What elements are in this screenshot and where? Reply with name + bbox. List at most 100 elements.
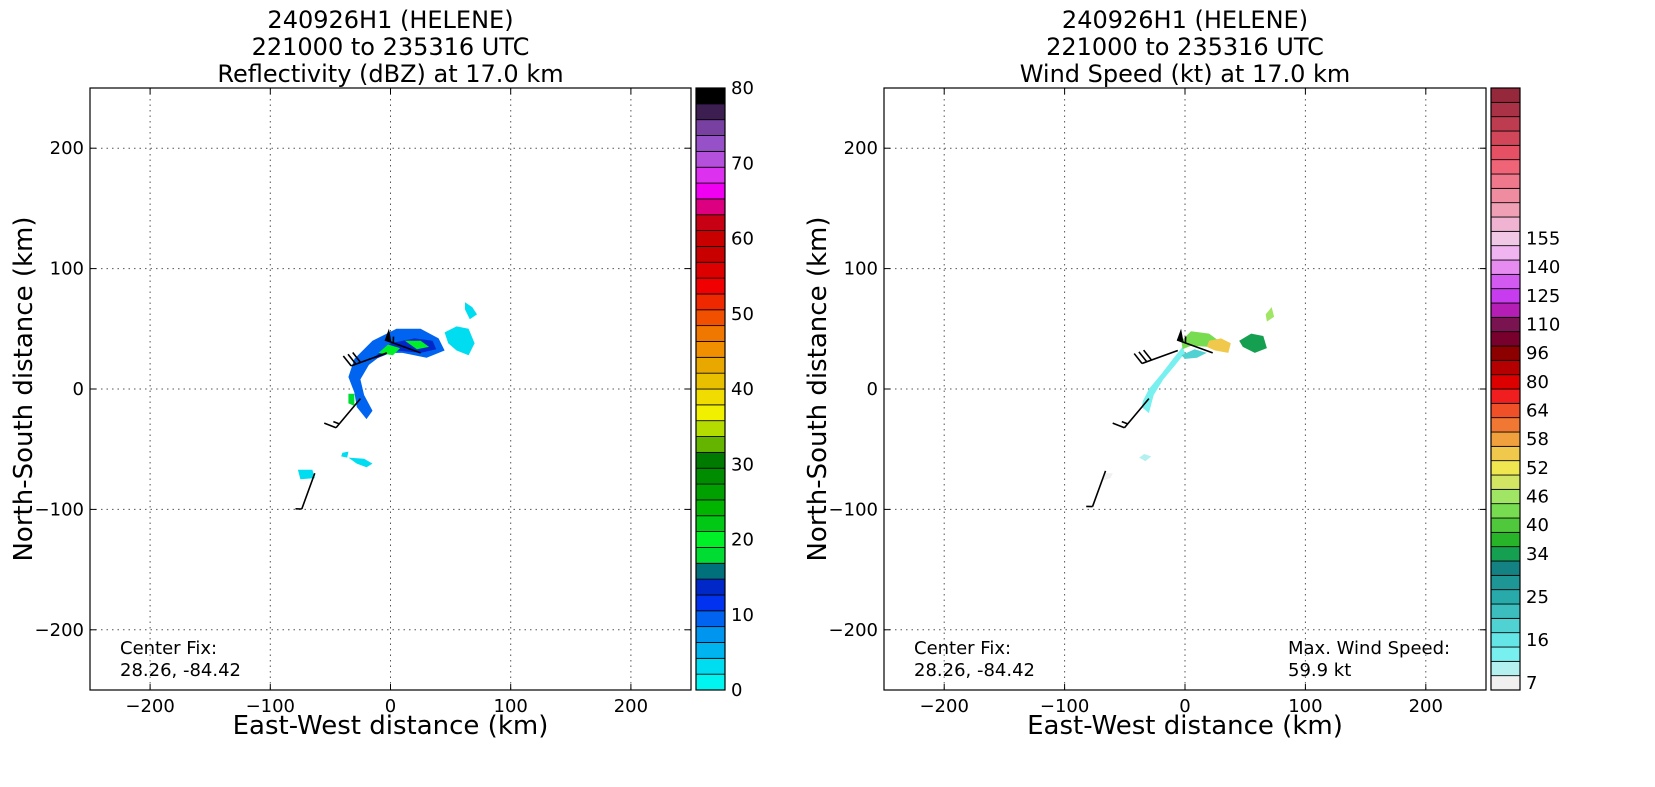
y-tick-label: 200 (50, 138, 84, 159)
colorbar-tick-label: 96 (1526, 343, 1549, 364)
data-region (1206, 338, 1231, 353)
x-tick-label: 0 (385, 696, 396, 717)
colorbar-tick-label: 7 (1526, 673, 1537, 694)
colorbar-tick-label: 16 (1526, 630, 1549, 651)
wind-barb-flag (384, 328, 392, 343)
wind-barb-flag (1176, 328, 1184, 343)
chart-title-line: 221000 to 235316 UTC (252, 33, 530, 61)
y-tick-label: 200 (844, 138, 878, 159)
colorbar-segment (695, 198, 726, 216)
colorbar-segment (1490, 116, 1521, 132)
data-region (404, 340, 429, 350)
data-region (1181, 349, 1207, 359)
wind-barb-feather (352, 352, 362, 363)
colorbar-segment (1490, 130, 1521, 146)
wind-barb (384, 328, 421, 354)
wind-barb-shaft (1176, 339, 1213, 354)
center-fix-annotation: Center Fix: (914, 638, 1011, 659)
colorbar-segment (1490, 445, 1521, 462)
colorbar-segment (1490, 675, 1521, 691)
colorbar-tick-label: 64 (1526, 401, 1549, 422)
colorbar-tick-label: 20 (731, 530, 754, 551)
y-tick-label: 0 (867, 379, 878, 400)
max-wind-annotation: 59.9 kt (1288, 660, 1351, 681)
chart-title-line: Reflectivity (dBZ) at 17.0 km (217, 60, 563, 88)
wind-barb-feather (342, 355, 352, 367)
colorbar-segment (695, 420, 726, 437)
colorbar-segment (1490, 531, 1521, 548)
colorbar-segment (695, 626, 726, 643)
colorbar-segment (695, 166, 726, 184)
colorbar-segment (1490, 503, 1521, 519)
wind-barb-shaft (384, 339, 421, 354)
wind-barb (1086, 470, 1107, 508)
colorbar-segment (1490, 359, 1521, 376)
colorbar-segment (695, 214, 726, 231)
wind-barb-feather (1112, 422, 1125, 429)
x-tick-label: 100 (1288, 696, 1322, 717)
colorbar-segment (695, 499, 726, 517)
colorbar: 7 16 25 34 40 46 52 58 64 80 96 110 125 140 155 (1490, 87, 1560, 694)
colorbar-segment (695, 309, 726, 327)
colorbar-segment (1490, 230, 1521, 247)
colorbar-tick-label: 140 (1526, 257, 1560, 278)
colorbar-segment (695, 436, 726, 453)
colorbar-segment (1490, 159, 1521, 175)
colorbar-segment (695, 451, 726, 469)
colorbar-tick-label: 155 (1526, 229, 1560, 250)
colorbar-segment (695, 293, 726, 311)
colorbar-segment (1490, 546, 1521, 562)
colorbar-segment (695, 87, 726, 105)
data-region (348, 393, 355, 406)
data-region (378, 344, 401, 356)
colorbar-segment (695, 261, 726, 279)
x-tick-label: 200 (1409, 696, 1443, 717)
colorbar-segment (1490, 259, 1521, 275)
wind-speed-panel: 240926H1 (HELENE)221000 to 235316 UTCWin… (803, 6, 1560, 741)
x-tick-label: −100 (246, 696, 295, 717)
colorbar-tick-label: 30 (731, 454, 754, 475)
colorbar-segment (695, 356, 726, 374)
colorbar-segment (695, 562, 726, 580)
wind-barb-feather (347, 353, 357, 365)
colorbar-segment (1490, 245, 1521, 261)
reflectivity-panel: 240926H1 (HELENE)221000 to 235316 UTCRef… (9, 6, 754, 741)
colorbar-tick-label: 25 (1526, 587, 1549, 608)
colorbar-segment (695, 515, 726, 532)
colorbar-segment (695, 594, 726, 612)
colorbar-segment (1490, 316, 1521, 333)
data-region (444, 326, 475, 356)
colorbar-tick-label: 125 (1526, 286, 1560, 307)
colorbar-segment (1490, 617, 1521, 634)
data-region (465, 302, 477, 320)
colorbar-segment (1490, 216, 1521, 232)
colorbar-segment (1490, 646, 1521, 662)
colorbar-tick-label: 10 (731, 605, 754, 626)
y-tick-label: −200 (35, 620, 84, 641)
colorbar-tick-label: 46 (1526, 487, 1549, 508)
colorbar-segment (1490, 331, 1521, 347)
colorbar-segment (1490, 603, 1521, 619)
x-axis-label: East-West distance (km) (1027, 711, 1343, 741)
colorbar-segment (695, 610, 726, 628)
colorbar-segment (1490, 517, 1521, 533)
y-tick-label: 0 (73, 379, 84, 400)
colorbar-segment (695, 657, 726, 675)
colorbar-tick-label: 40 (731, 379, 754, 400)
colorbar-segment (695, 483, 726, 501)
colorbar-segment (1490, 187, 1521, 204)
wind-barb-shaft (335, 398, 362, 429)
colorbar-segment (1490, 402, 1521, 419)
colorbar-segment (1490, 302, 1521, 318)
colorbar-segment (1490, 173, 1521, 189)
wind-barb-feather (1133, 353, 1143, 364)
colorbar-segment (695, 673, 726, 691)
data-region (348, 457, 373, 468)
colorbar-segment (695, 531, 726, 548)
y-tick-label: −200 (829, 620, 878, 641)
data-region (1239, 333, 1267, 353)
colorbar-tick-label: 40 (1526, 515, 1549, 536)
colorbar-tick-label: 70 (731, 153, 754, 174)
center-fix-annotation: 28.26, -84.42 (120, 660, 241, 681)
colorbar-segment (1490, 417, 1521, 433)
